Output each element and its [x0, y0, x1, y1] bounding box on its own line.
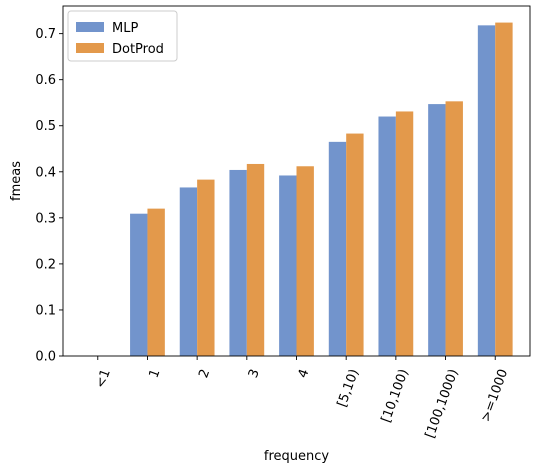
y-tick-label: 0.4: [35, 165, 56, 180]
x-axis-label: frequency: [264, 449, 330, 464]
bar-mlp-8: [477, 25, 496, 357]
y-tick-label: 0.6: [35, 73, 56, 88]
legend-label-dotprod: DotProd: [112, 42, 164, 57]
bar-mlp-3: [229, 169, 247, 356]
x-tick-label: 1: [147, 367, 164, 380]
x-tick-label: [5,10): [335, 367, 362, 409]
x-tick-label: 3: [246, 367, 263, 380]
y-tick-label: 0.3: [35, 211, 56, 226]
y-axis-label: fmeas: [9, 161, 24, 201]
y-tick-label: 0.2: [35, 257, 56, 272]
legend-swatch-mlp: [76, 22, 104, 32]
bar-dotprod-2: [197, 179, 215, 356]
bar-dotprod-7: [445, 101, 463, 356]
x-tick-label: 4: [296, 367, 313, 380]
y-tick-label: 0.1: [35, 303, 56, 318]
bar-mlp-7: [428, 104, 446, 356]
bar-mlp-4: [279, 175, 297, 356]
bar-dotprod-6: [395, 111, 414, 356]
x-tick-label: [10,100): [379, 367, 412, 424]
x-tick-label: [100,1000): [423, 367, 462, 440]
legend: MLP DotProd: [67, 10, 178, 62]
bar-mlp-1: [130, 213, 148, 356]
bar-dotprod-8: [495, 22, 513, 356]
bar-dotprod-1: [147, 208, 165, 356]
legend-label-mlp: MLP: [112, 21, 138, 36]
bar-dotprod-5: [346, 133, 364, 356]
bar-mlp-2: [179, 187, 198, 356]
legend-swatch-dotprod: [76, 43, 104, 53]
y-tick-label: 0.5: [35, 119, 56, 134]
y-tick-label: 0.0: [35, 350, 56, 365]
bar-mlp-5: [328, 141, 347, 356]
bar-mlp-6: [378, 116, 396, 357]
x-tick-label: <1: [93, 367, 114, 390]
x-tick-label: 2: [196, 367, 213, 380]
bar-dotprod-3: [246, 163, 265, 356]
x-tick-label: >=1000: [478, 367, 511, 424]
bar-dotprod-4: [296, 166, 314, 356]
bars-group: [130, 22, 513, 357]
y-tick-label: 0.7: [35, 27, 56, 42]
